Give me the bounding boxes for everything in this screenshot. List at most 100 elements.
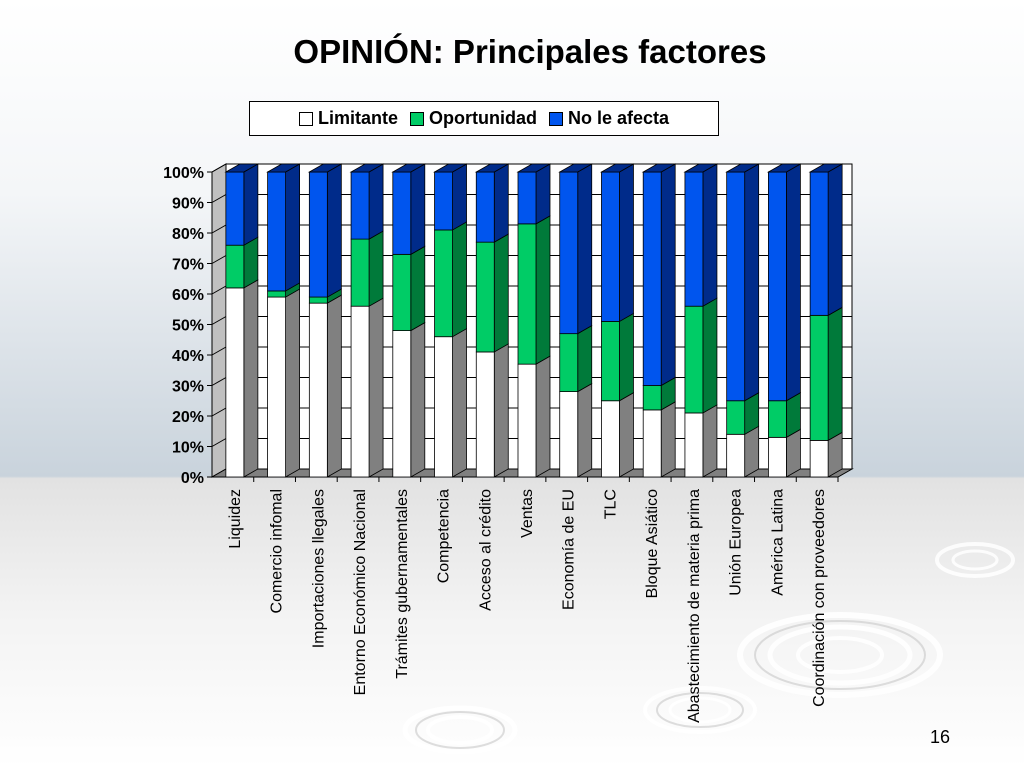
bar-segment-oportunidad [434,229,453,338]
bar-segment-oportunidad [267,290,287,298]
bar-segment-no-le-afecta-side [619,163,634,323]
bar-segment-oportunidad-side [577,324,593,393]
bar-segment-limitante [809,439,829,478]
bar-segment-limitante-side [285,288,301,478]
gridline-side [211,316,227,325]
bar-segment-limitante [434,336,453,478]
legend-item-no-le-afecta: No le afecta [548,108,670,129]
bar-segment-no-le-afecta-side [368,163,384,240]
bar-top [558,163,594,173]
legend-item-oportunidad: Oportunidad [409,108,537,129]
gridline-side [211,194,227,203]
y-tick-label: 100% [163,165,204,182]
bar-segment-oportunidad-side [619,312,634,402]
bar-segment-limitante-side [493,343,509,478]
bar-top [224,163,260,173]
bar-segment-limitante [392,330,412,478]
bar-segment-oportunidad-side [535,215,551,365]
bar-segment-no-le-afecta-side [493,163,509,243]
bar-top [307,163,343,173]
bar-segment-limitante [475,351,495,478]
legend-item-limitante: Limitante [298,108,398,129]
x-category-label: TLC [602,489,619,519]
x-category-label: Liquidez [227,489,244,549]
bar-segment-limitante [517,363,537,478]
bar-segment-no-le-afecta [434,171,453,231]
bar-segment-no-le-afecta [809,171,829,316]
legend-label-limitante: Limitante [317,108,398,128]
bar-segment-no-le-afecta [392,171,412,255]
legend-label-no-le-afecta: No le afecta [567,108,670,128]
bar-segment-no-le-afecta [308,171,328,298]
bar-segment-oportunidad [601,321,620,402]
bar-segment-oportunidad [642,385,662,411]
x-category-label: Coordinación con proveedores [811,489,828,707]
bar-top [266,163,302,173]
gridline-side [211,224,227,234]
bar-segment-oportunidad [768,400,787,438]
bar-segment-no-le-afecta-side [326,163,342,298]
bar-segment-oportunidad-side [493,233,509,353]
bar-segment-no-le-afecta-side [702,163,718,307]
bar-segment-no-le-afecta-side [827,163,843,317]
page-number: 16 [930,727,951,747]
y-tick-label: 10% [172,440,204,457]
bar-segment-limitante [225,287,245,478]
legend-swatch-oportunidad [409,111,424,126]
bar-segment-oportunidad [684,305,704,414]
x-category-label: Entorno Económico Nacional [352,489,369,695]
bar-segment-no-le-afecta [517,171,537,225]
y-tick-label: 40% [172,348,204,365]
bar-segment-limitante [559,391,579,478]
x-category-label: Bloque Asiático [644,489,661,599]
bar-top [516,163,552,173]
bar-segment-limitante [684,412,704,478]
gridline-side [211,407,227,417]
x-category-label: Economía de EU [561,489,578,610]
bar-segment-no-le-afecta [267,171,287,292]
bar-top [433,163,469,173]
legend-swatch-limitante [298,111,313,126]
bar-segment-limitante [726,433,746,478]
bar-segment-no-le-afecta-side [243,163,259,246]
bar-segment-oportunidad [350,238,370,307]
legend-label-oportunidad: Oportunidad [428,108,537,128]
x-category-label: Importaciones llegales [310,489,327,648]
bar-segment-oportunidad [308,296,328,304]
bar-segment-no-le-afecta [684,171,704,307]
bar-segment-limitante [642,409,662,478]
x-category-label: Abastecimiento de materia prima [686,489,703,723]
bar-segment-limitante-side [702,404,718,478]
bar-segment-oportunidad [517,223,537,365]
x-category-label: Unión Europea [728,489,745,596]
bar-top [391,163,427,173]
bar-segment-oportunidad-side [243,236,259,289]
y-tick-label: 60% [172,287,204,304]
bar-segment-no-le-afecta-side [744,163,760,402]
bar-segment-no-le-afecta-side [452,163,467,231]
bar-segment-limitante-side [619,392,634,478]
gridline-side [211,438,227,447]
bar-segment-limitante-side [452,328,467,478]
gridline-side [211,163,227,173]
bar-segment-limitante [768,436,787,478]
bar-segment-oportunidad [225,244,245,289]
gridline-side [211,255,227,264]
chart-legend: Limitante Oportunidad No le afecta [249,101,719,136]
x-category-label: Ventas [519,489,536,538]
bar-top [599,163,635,173]
bar-top [683,163,719,173]
bar-segment-oportunidad-side [368,230,384,307]
bar-segment-oportunidad-side [452,221,467,338]
bar-segment-limitante-side [410,321,426,478]
bar-segment-limitante-side [535,355,551,478]
y-tick-label: 90% [172,196,204,213]
bar-top [725,163,761,173]
y-tick-label: 0% [181,470,204,487]
bar-segment-oportunidad [559,333,579,392]
bar-top [474,163,510,173]
bar-segment-limitante-side [744,425,760,478]
slide-title: OPINIÓN: Principales factores [293,33,767,70]
gridline-side [211,377,227,386]
bar-segment-no-le-afecta [601,171,620,322]
